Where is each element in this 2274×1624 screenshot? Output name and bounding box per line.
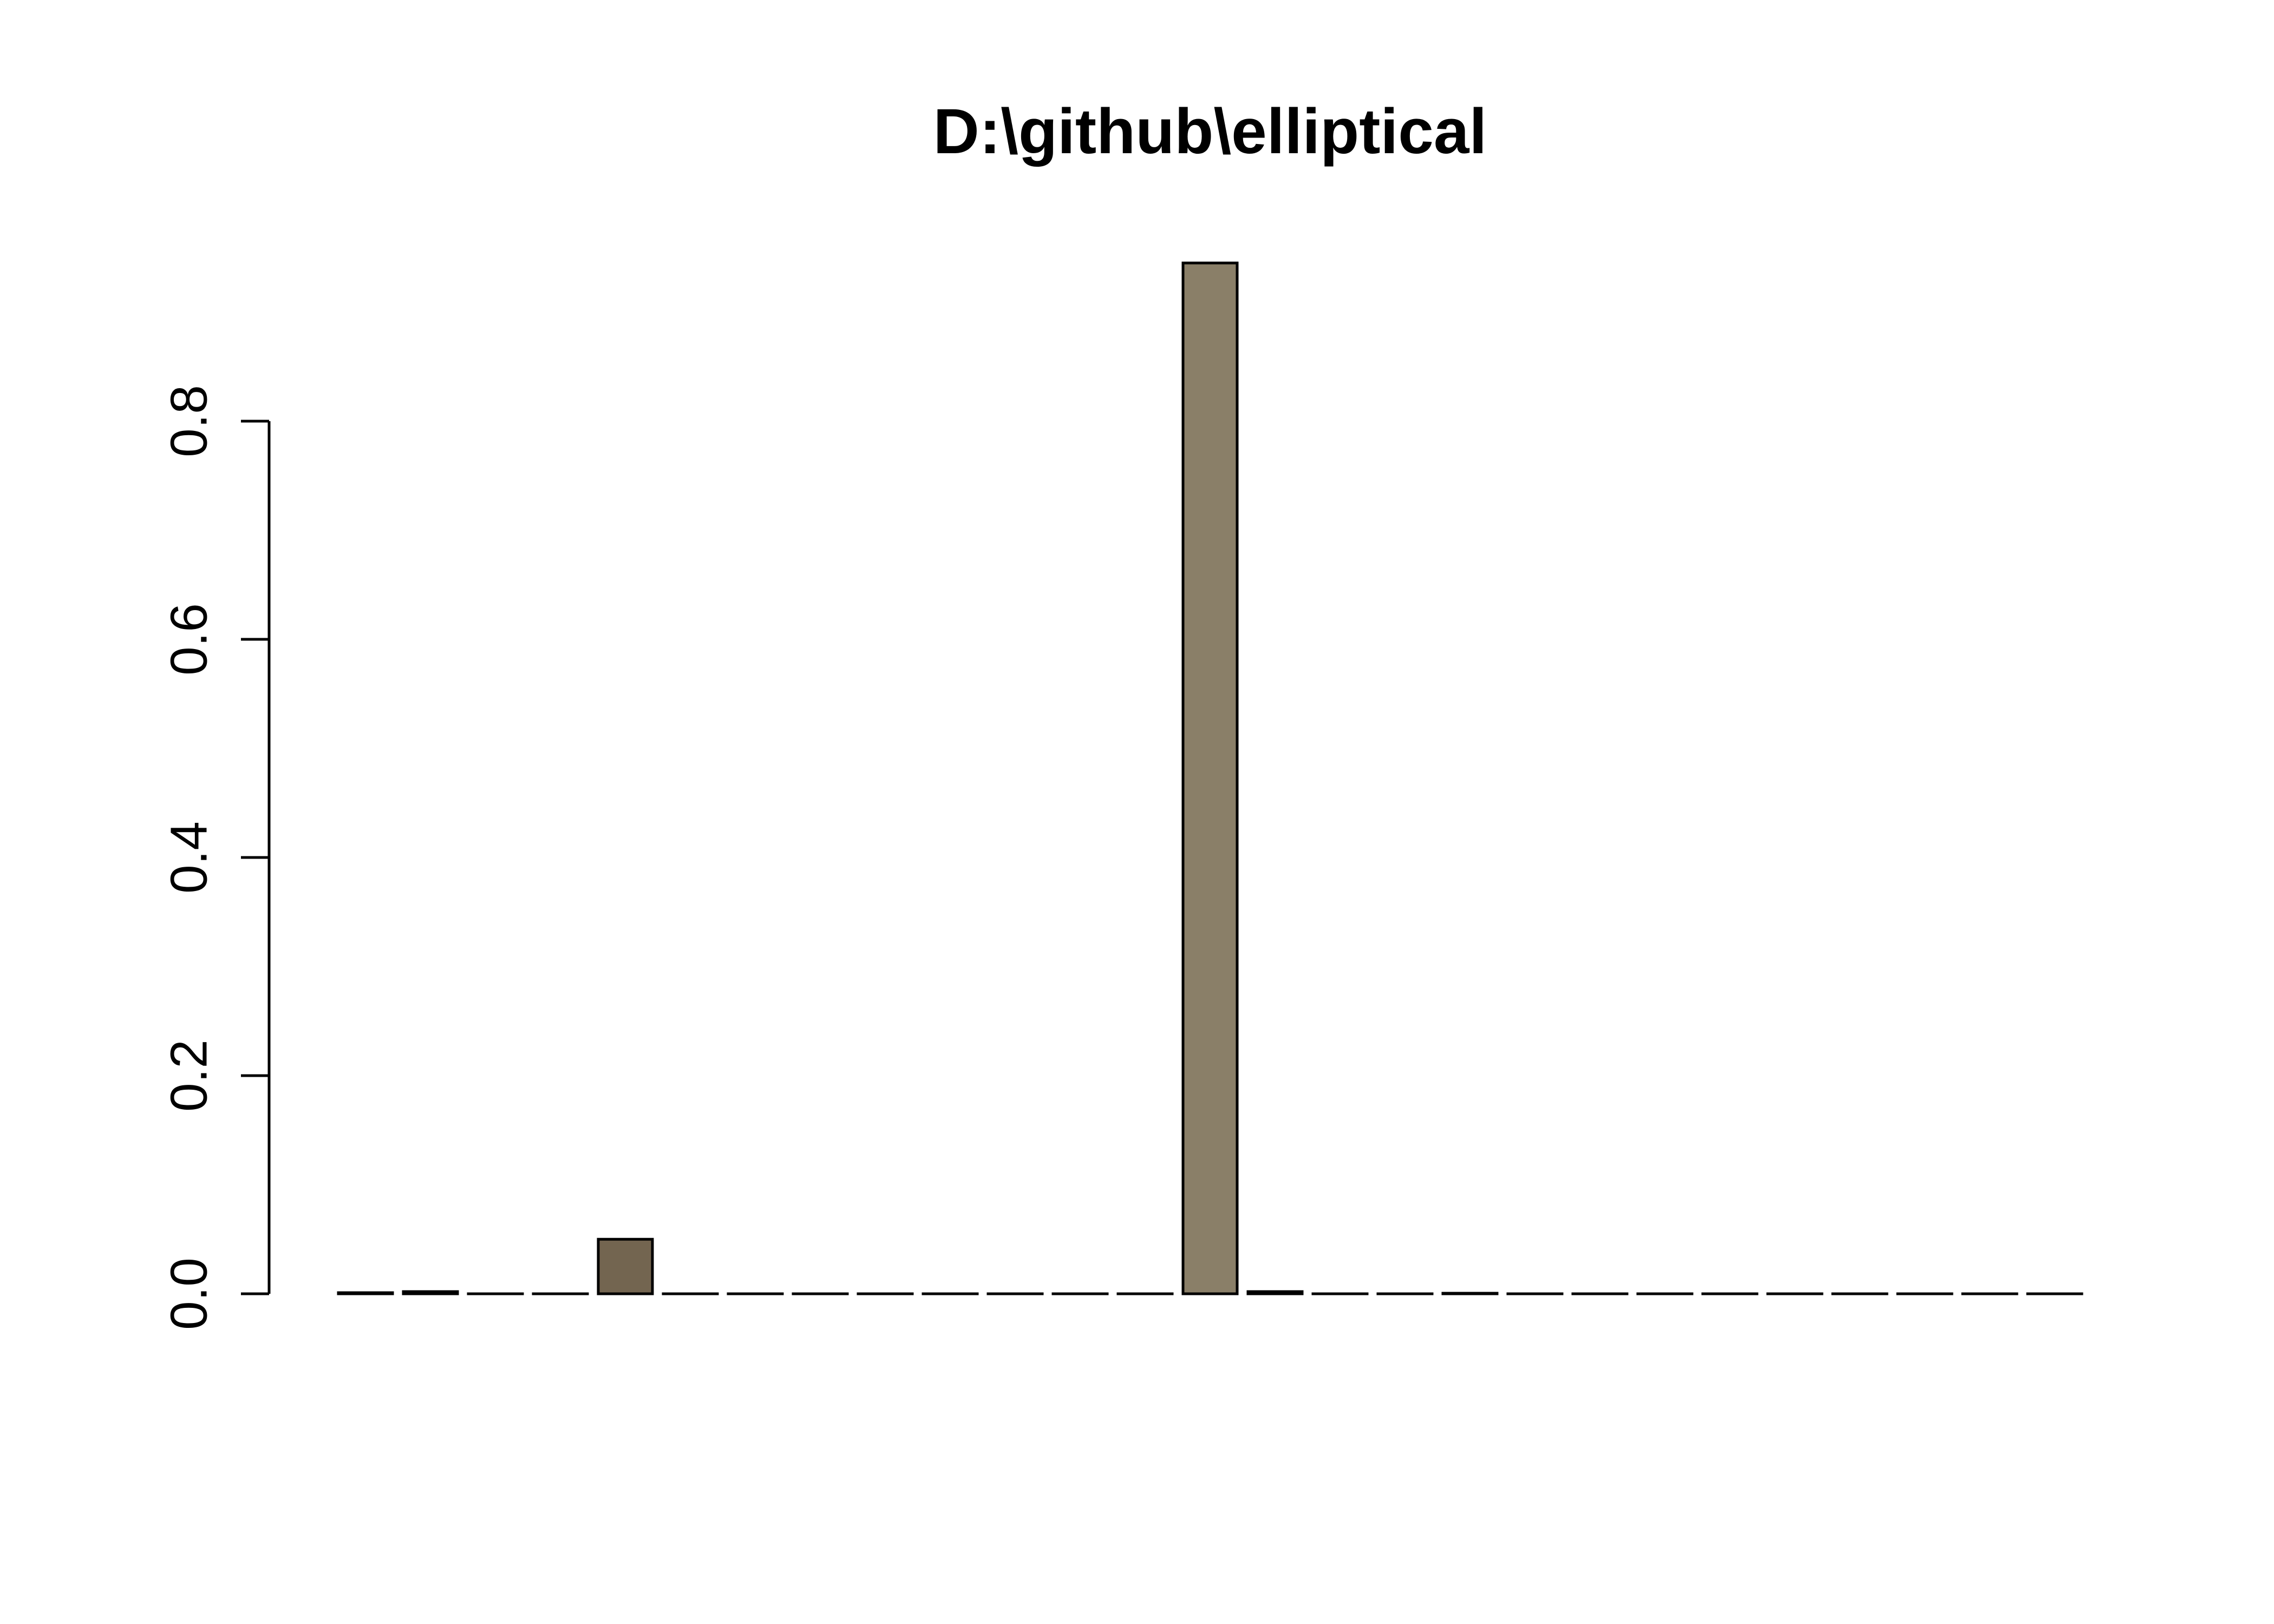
- chart-title: D:\github\elliptical: [933, 96, 1487, 167]
- bar: [597, 1237, 654, 1295]
- y-axis: 0.0 0.2 0.4 0.6 0.8: [160, 385, 271, 1330]
- bars-group: [337, 261, 2083, 1295]
- y-tick-label: 0.6: [160, 603, 218, 675]
- y-tick-label: 0.2: [160, 1039, 218, 1111]
- y-tick-label: 0.4: [160, 821, 218, 893]
- y-tick-label: 0.0: [160, 1258, 218, 1330]
- bar: [1441, 1292, 1499, 1295]
- y-tick-label: 0.8: [160, 385, 218, 457]
- bar: [402, 1290, 459, 1295]
- bar: [1181, 261, 1239, 1295]
- bar: [1246, 1290, 1304, 1295]
- bar: [337, 1291, 394, 1295]
